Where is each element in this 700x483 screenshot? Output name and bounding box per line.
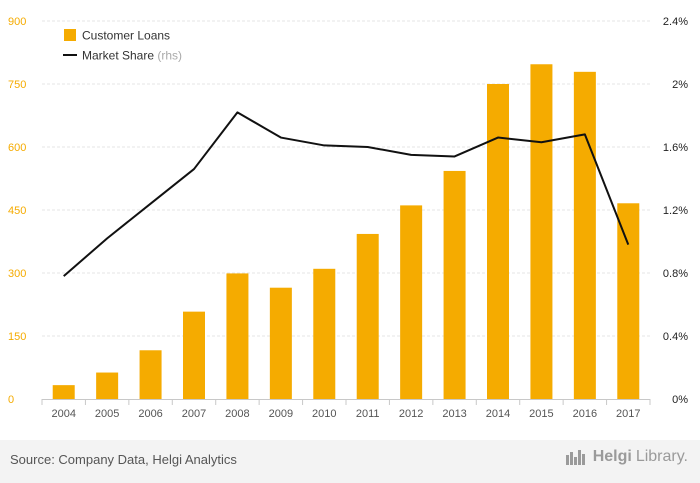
legend-swatch-loans xyxy=(64,29,76,41)
left-tick-label: 300 xyxy=(8,268,26,280)
right-axis: 0% 0.4% 0.8% 1.2% 1.6% 2% 2.4% xyxy=(663,16,688,406)
left-tick-label: 450 xyxy=(8,205,26,217)
bar xyxy=(269,287,292,399)
x-tick-label: 2012 xyxy=(399,408,423,420)
left-tick-label: 900 xyxy=(8,16,26,28)
source-note: Source: Company Data, Helgi Analytics xyxy=(10,452,237,467)
left-axis: 0 150 300 450 600 750 900 xyxy=(8,16,26,406)
bar xyxy=(52,385,75,399)
right-tick-label: 2.4% xyxy=(663,16,688,28)
right-tick-label: 2% xyxy=(672,79,688,91)
legend-label-share-suffix: (rhs) xyxy=(157,49,182,63)
x-axis: 2004 2005 2006 2007 2008 2009 2010 2011 2012 2013… xyxy=(41,399,651,420)
right-tick-label: 0% xyxy=(672,394,688,406)
bar xyxy=(183,311,205,399)
bar xyxy=(139,350,162,399)
left-tick-label: 750 xyxy=(8,79,26,91)
brand-logo: Helgi Library. xyxy=(565,448,688,466)
x-tick-label: 2014 xyxy=(486,408,510,420)
legend-label-loans: Customer Loans xyxy=(82,29,170,43)
x-tick-label: 2006 xyxy=(138,408,162,420)
x-tick-label: 2008 xyxy=(225,408,249,420)
right-tick-label: 1.6% xyxy=(663,142,688,154)
right-tick-label: 0.4% xyxy=(663,331,688,343)
brand-suffix: Library. xyxy=(635,448,688,465)
x-tick-label: 2011 xyxy=(356,408,380,420)
bar xyxy=(356,233,379,399)
loans-market-share-chart: 0 150 300 450 600 750 900 0% 0.4% 0.8% 1.2% 1.6% 2%… xyxy=(8,16,688,420)
x-tick-label: 2015 xyxy=(529,408,553,420)
bar xyxy=(573,71,596,399)
left-tick-label: 600 xyxy=(8,142,26,154)
x-tick-label: 2005 xyxy=(95,408,119,420)
x-tick-label: 2017 xyxy=(616,408,640,420)
right-tick-label: 1.2% xyxy=(663,205,688,217)
x-tick-label: 2010 xyxy=(312,408,336,420)
bar xyxy=(487,84,509,399)
gridlines xyxy=(42,20,650,337)
x-tick-label: 2009 xyxy=(269,408,293,420)
bar xyxy=(400,205,423,399)
right-tick-label: 0.8% xyxy=(663,268,688,280)
x-tick-label: 2013 xyxy=(442,408,466,420)
legend-label-share: Market Share (rhs) xyxy=(82,49,182,63)
legend-label-share-name: Market Share xyxy=(82,49,157,63)
helgi-logo-icon xyxy=(565,448,589,466)
left-tick-label: 150 xyxy=(8,331,26,343)
bar xyxy=(617,203,640,399)
bar-series xyxy=(52,64,640,399)
bar xyxy=(96,372,119,399)
x-tick-label: 2016 xyxy=(573,408,597,420)
legend: Customer Loans Market Share (rhs) xyxy=(63,29,182,63)
line-series xyxy=(63,111,630,277)
bar xyxy=(443,170,466,399)
bar xyxy=(313,268,336,399)
left-tick-label: 0 xyxy=(8,394,14,406)
x-tick-label: 2007 xyxy=(182,408,206,420)
market-share-line xyxy=(63,111,630,277)
x-tick-label: 2004 xyxy=(51,408,75,420)
bar xyxy=(226,273,249,399)
bar xyxy=(530,64,553,399)
brand-name: Helgi xyxy=(592,448,632,465)
